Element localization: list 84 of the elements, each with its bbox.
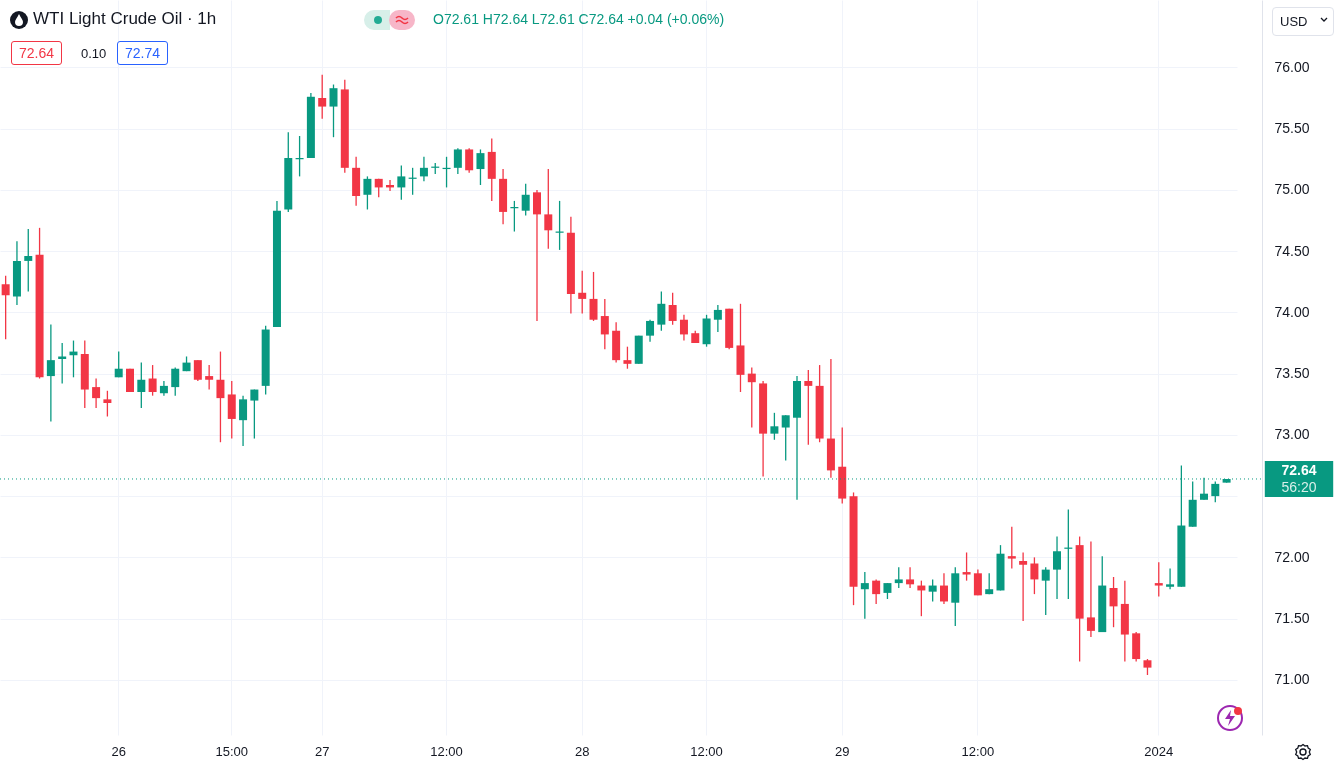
annotation: 0.10 [81, 46, 107, 61]
y-tick-label: 73.50 [1274, 365, 1310, 382]
candlestick [103, 390, 112, 418]
candlestick [894, 566, 903, 589]
x-tick-label: 12:00 [430, 743, 463, 759]
candlestick [1019, 551, 1028, 622]
candlestick [148, 364, 157, 397]
candlestick [1007, 526, 1016, 570]
candlestick [679, 314, 688, 342]
x-tick-label: 12:00 [690, 743, 723, 759]
candlestick [623, 346, 632, 370]
x-tick-label: 12:00 [961, 743, 995, 759]
candlestick [770, 412, 779, 441]
candlestick [137, 361, 146, 409]
candlestick [713, 304, 722, 333]
candlestick [465, 147, 474, 174]
candlestick [589, 271, 598, 322]
candlestick [928, 578, 937, 603]
text: WTI Light Crude Oil · 1h [33, 9, 217, 29]
candlestick [419, 156, 428, 182]
candlestick [646, 319, 655, 343]
candlestick [1166, 567, 1175, 590]
x-tick-label: 28 [574, 743, 590, 759]
candlestick [1053, 535, 1062, 600]
candlestick [544, 168, 553, 250]
x-tick-label: 2024 [1144, 743, 1174, 759]
x-tick-label: 26 [111, 743, 126, 759]
candlestick [578, 270, 587, 315]
x-tick-label: 27 [314, 743, 330, 759]
candlestick [329, 83, 338, 138]
y-tick-label: 75.50 [1274, 120, 1310, 137]
y-tick-label: 71.00 [1274, 671, 1310, 688]
candlestick [205, 364, 214, 391]
candlestick [397, 164, 406, 201]
candlestick [24, 228, 33, 293]
candlestick [171, 366, 180, 397]
candlestick [363, 175, 372, 211]
candlestick [453, 147, 462, 175]
y-tick-label: 73.00 [1274, 426, 1310, 443]
candlestick [872, 578, 881, 605]
candlestick [600, 298, 609, 350]
y-tick-label: 74.50 [1274, 242, 1310, 259]
x-tick-label: 29 [834, 743, 850, 759]
candlestick [1211, 480, 1220, 503]
candlestick [906, 566, 915, 589]
candlestick [46, 323, 55, 423]
candlestick [532, 189, 541, 322]
candlestick [1, 274, 10, 340]
candlestick [962, 551, 971, 582]
candlestick [58, 342, 67, 385]
candlestick [657, 290, 666, 332]
annotation: O72.61 H72.64 L72.61 C72.64 +0.04 (+0.06%) [433, 11, 725, 27]
candlestick [860, 571, 869, 620]
candlestick [1109, 576, 1118, 628]
text: 56:20 [1281, 478, 1317, 495]
candlestick [668, 292, 677, 326]
y-tick-label: 76.00 [1274, 58, 1310, 75]
candlestick [250, 388, 259, 440]
candlestick [1041, 566, 1050, 616]
candlestick [939, 572, 948, 605]
candlestick [92, 377, 101, 409]
candlestick [781, 414, 790, 462]
annotation: 72.64 [11, 41, 63, 65]
y-tick-label: 74.00 [1274, 303, 1310, 320]
candlestick [193, 359, 202, 382]
candlestick [114, 350, 123, 378]
candlestick [239, 395, 248, 447]
text: USD [1272, 7, 1335, 36]
x-tick-label: 15:00 [215, 743, 249, 759]
candlestick [1154, 561, 1163, 598]
candlestick [973, 568, 982, 596]
candlestick [521, 183, 530, 217]
annotation: 72.74 [117, 41, 169, 65]
candlestick [318, 74, 327, 120]
y-tick-label: 75.00 [1274, 181, 1310, 198]
y-tick-label: 72.00 [1274, 548, 1310, 565]
candlestick [804, 369, 813, 446]
candlestick [1086, 540, 1095, 638]
ref-line-label: 72.64 [1281, 461, 1317, 478]
candlestick [747, 366, 756, 429]
candlestick [1030, 556, 1039, 595]
y-tick-label: 71.50 [1274, 610, 1310, 627]
candlestick [476, 148, 485, 186]
candlestick [216, 350, 225, 443]
